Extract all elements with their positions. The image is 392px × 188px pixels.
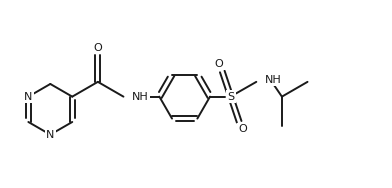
Text: O: O [215, 59, 223, 69]
Text: NH: NH [265, 75, 281, 85]
Text: O: O [93, 43, 102, 53]
Text: O: O [238, 124, 247, 134]
Text: S: S [227, 92, 234, 102]
Text: N: N [46, 130, 54, 140]
Text: N: N [24, 92, 33, 102]
Text: NH: NH [132, 92, 149, 102]
